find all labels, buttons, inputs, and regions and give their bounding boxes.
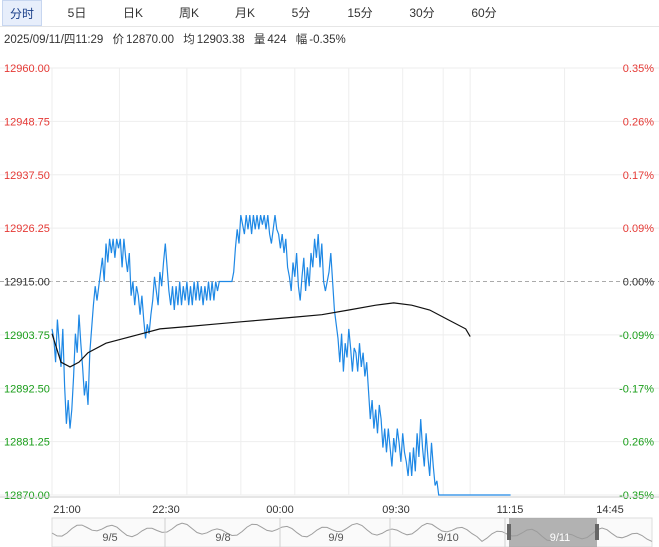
navigator-selection[interactable] — [509, 518, 597, 547]
y-tick-left: 12870.00 — [4, 490, 50, 502]
x-tick-label: 21:00 — [53, 504, 81, 516]
tab-8[interactable]: 60分 — [471, 6, 497, 20]
x-tick-label: 14:45 — [596, 504, 624, 516]
tab-0[interactable]: 分时 — [2, 0, 42, 26]
y-tick-right: 0.00% — [623, 277, 654, 289]
volume-value: 424 — [267, 34, 287, 46]
y-tick-right: 0.35% — [623, 63, 654, 75]
tab-6[interactable]: 15分 — [347, 6, 373, 20]
x-tick-label: 11:15 — [497, 504, 524, 516]
navigator-date-label: 9/11 — [550, 532, 571, 544]
y-tick-left: 12926.25 — [4, 223, 50, 235]
tab-3[interactable]: 周K — [178, 6, 199, 20]
y-tick-right: 0.26% — [623, 437, 654, 449]
y-tick-left: 12892.50 — [4, 383, 50, 395]
x-tick-label: 00:00 — [266, 504, 294, 516]
navigator-left-handle[interactable] — [507, 524, 511, 540]
y-tick-right: 0.26% — [623, 116, 654, 128]
avg-value: 12903.38 — [196, 34, 245, 46]
y-tick-right: 0.09% — [623, 223, 654, 235]
price-line — [51, 214, 511, 496]
y-tick-left: 12881.25 — [4, 437, 50, 449]
x-tick-label: 09:30 — [382, 504, 410, 516]
y-tick-right: -0.35% — [619, 490, 654, 502]
tab-7[interactable]: 30分 — [409, 6, 435, 20]
navigator-date-label: 9/8 — [215, 532, 230, 544]
y-tick-right: -0.09% — [619, 330, 654, 342]
tab-5[interactable]: 5分 — [291, 6, 311, 20]
tab-2[interactable]: 日K — [122, 6, 143, 20]
tab-4[interactable]: 月K — [234, 6, 255, 20]
quote-datetime: 2025/09/11/四11:29 — [4, 34, 104, 46]
navigator-date-label: 9/9 — [328, 532, 343, 544]
volume-label: 量 — [253, 34, 266, 46]
navigator-right-handle[interactable] — [595, 524, 599, 540]
change-value: -0.35% — [309, 34, 346, 46]
y-tick-left: 12915.00 — [4, 277, 50, 289]
avg-label: 均 — [183, 34, 195, 46]
tab-1[interactable]: 5日 — [67, 6, 87, 20]
period-tabs: 分时 5日 日K 周K 月K 5分 15分 30分 60分 — [0, 0, 659, 27]
navigator-date-label: 9/5 — [102, 532, 117, 544]
navigator-date-label: 9/10 — [437, 532, 458, 544]
y-tick-left: 12960.00 — [4, 63, 50, 75]
y-tick-right: 0.17% — [623, 170, 654, 182]
avg-line — [51, 302, 471, 368]
change-label: 幅 — [295, 34, 308, 46]
y-tick-right: -0.17% — [619, 383, 654, 395]
y-tick-left: 12937.50 — [4, 170, 50, 182]
y-tick-left: 12903.75 — [4, 330, 50, 342]
price-value: 12870.00 — [126, 34, 174, 46]
x-tick-label: 22:30 — [152, 504, 180, 516]
y-tick-left: 12948.75 — [4, 116, 50, 128]
price-label: 价 — [112, 34, 125, 46]
